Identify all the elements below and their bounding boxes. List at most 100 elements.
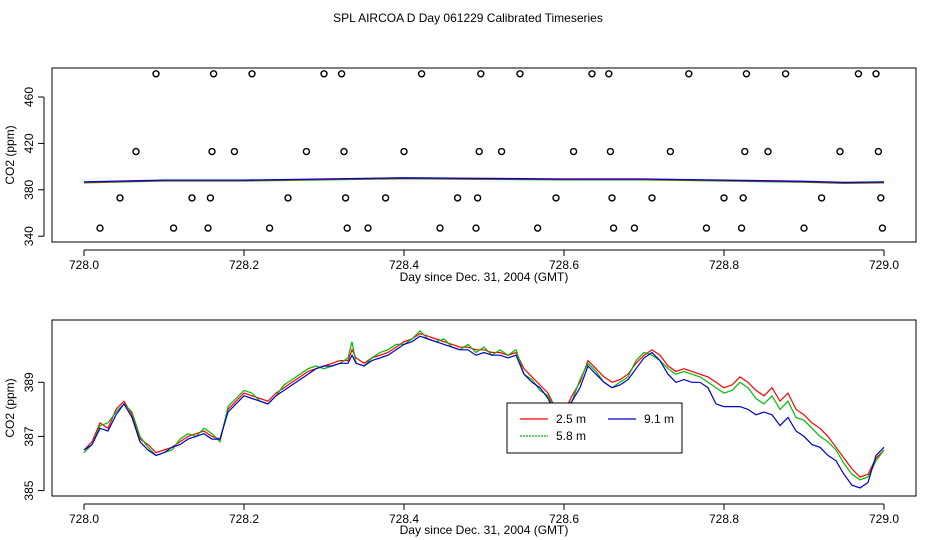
y-tick-label: 385 (22, 480, 36, 500)
scatter-point (739, 194, 747, 202)
scatter-point (248, 70, 256, 78)
scatter-panel: 728.0 728.2 728.4 728.6 728.8 729.0 340 380 420… (3, 67, 917, 284)
scatter-point (685, 70, 693, 78)
x-tick-label: 728.6 (549, 512, 579, 526)
scatter-point (874, 147, 883, 156)
x-tick-label: 728.4 (389, 258, 419, 272)
scatter-point (400, 147, 408, 156)
x-tick-label: 729.0 (869, 512, 899, 526)
scatter-point (152, 70, 160, 78)
scatter-point (475, 147, 483, 156)
scatter-point (609, 224, 618, 232)
scatter-point (230, 147, 239, 156)
line-x-axis-label: Day since Dec. 31, 2004 (GMT) (400, 523, 569, 537)
legend-label-2-5m: 2.5 m (556, 412, 586, 426)
scatter-point (781, 70, 790, 78)
scatter-point (702, 224, 711, 232)
scatter-point (472, 224, 480, 232)
scatter-point (588, 70, 596, 78)
scatter-point (96, 224, 104, 232)
x-tick-label: 728.2 (229, 258, 259, 272)
scatter-point (209, 70, 218, 78)
scatter-point (533, 224, 542, 232)
line-panel-series (83, 329, 885, 489)
x-tick-label: 728.2 (229, 512, 259, 526)
scatter-point (872, 70, 880, 78)
scatter-point (436, 224, 444, 232)
x-tick-label: 729.0 (869, 258, 899, 272)
scatter-point (764, 147, 772, 156)
line-panel: 728.0 728.2 728.4 728.6 728.8 729.0 385 387 389… (3, 319, 917, 537)
scatter-point (877, 194, 885, 202)
scatter-point (132, 147, 140, 156)
scatter-point (477, 70, 485, 78)
x-tick-label: 728.4 (389, 512, 419, 526)
scatter-point (608, 194, 616, 202)
scatter-point (188, 194, 196, 202)
scatter-panel-lines (83, 177, 885, 184)
y-tick-label: 340 (22, 226, 36, 246)
series-line-green (83, 329, 885, 481)
scatter-panel-line-blue (83, 177, 885, 184)
scatter-point (605, 70, 613, 78)
scatter-panel-points (96, 70, 887, 232)
series-line-red (83, 332, 885, 478)
scatter-point (878, 224, 887, 232)
scatter-point (648, 194, 656, 202)
y-tick-label: 460 (22, 87, 36, 107)
scatter-point (204, 224, 212, 232)
scatter-point (473, 194, 482, 202)
scatter-point (516, 70, 524, 78)
scatter-point (343, 224, 351, 232)
scatter-y-axis-label: CO2 (ppm) (3, 125, 17, 184)
line-plot-frame (51, 319, 917, 497)
scatter-point (320, 70, 328, 78)
x-tick-label: 728.8 (709, 512, 739, 526)
scatter-x-axis-label: Day since Dec. 31, 2004 (GMT) (400, 270, 569, 284)
legend-label-9-1m: 9.1 m (644, 412, 674, 426)
scatter-point (337, 70, 346, 78)
y-tick-label: 387 (22, 426, 36, 446)
scatter-point (206, 194, 215, 202)
legend-label-5-8m: 5.8 m (556, 429, 586, 443)
scatter-point (302, 147, 311, 156)
scatter-point (817, 194, 826, 202)
scatter-point (666, 147, 675, 156)
scatter-point (742, 70, 751, 78)
legend: 2.5 m 5.8 m 9.1 m (506, 402, 683, 454)
scatter-point (854, 70, 863, 78)
scatter-plot-frame (51, 67, 917, 243)
series-line-blue (83, 335, 885, 489)
scatter-point (265, 224, 274, 232)
x-tick-label: 728.0 (69, 258, 99, 272)
scatter-point (284, 194, 292, 202)
scatter-point (497, 147, 506, 156)
scatter-point (340, 147, 348, 156)
scatter-point (208, 147, 216, 156)
scatter-point (606, 147, 615, 156)
scatter-y-axis: 340 380 420 460 (22, 87, 45, 246)
legend-box (506, 402, 683, 454)
line-y-axis-label: CO2 (ppm) (3, 378, 17, 437)
chart-title: SPL AIRCOA D Day 061229 Calibrated Times… (333, 11, 603, 25)
scatter-point (720, 194, 728, 202)
y-tick-label: 420 (22, 133, 36, 153)
x-tick-label: 728.0 (69, 512, 99, 526)
x-tick-label: 728.6 (549, 258, 579, 272)
scatter-point (381, 194, 390, 202)
scatter-point (569, 147, 578, 156)
line-x-axis: 728.0 728.2 728.4 728.6 728.8 729.0 (69, 503, 899, 526)
scatter-point (630, 224, 639, 232)
scatter-point (836, 147, 844, 156)
scatter-x-axis: 728.0 728.2 728.4 728.6 728.8 729.0 (69, 249, 899, 272)
scatter-point (453, 194, 462, 202)
scatter-point (741, 147, 749, 156)
scatter-point (169, 224, 178, 232)
scatter-point (116, 194, 124, 202)
scatter-point (552, 194, 560, 202)
scatter-point (341, 194, 350, 202)
scatter-point (364, 224, 372, 232)
y-tick-label: 389 (22, 372, 36, 392)
scatter-point (417, 70, 426, 78)
